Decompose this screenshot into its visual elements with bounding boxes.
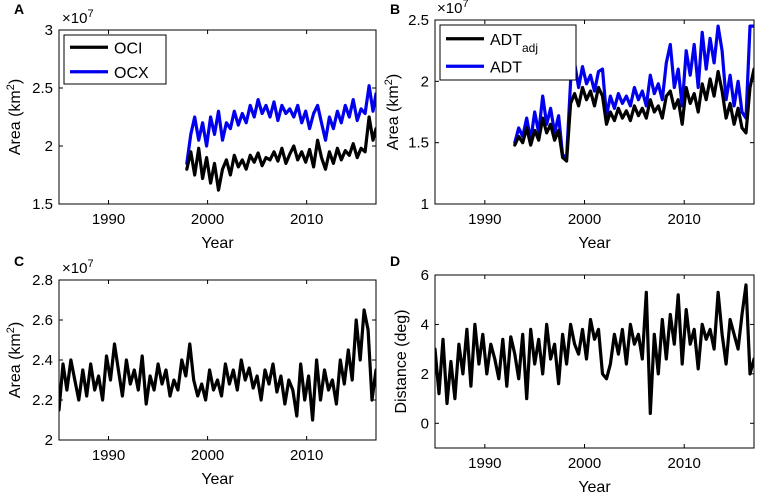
panel-d-series-group [435, 283, 754, 415]
panel-b-ylabel: Area (km2) [383, 74, 402, 150]
panel-d-ylabel: Distance (deg) [393, 309, 410, 413]
panel-b-ylabel-main: Area (km [385, 85, 402, 150]
panel-c-ylabel-close: ) [7, 322, 24, 327]
panel-d-ytick-label: 4 [421, 316, 429, 333]
panel-b-axes-frame [434, 19, 755, 205]
panel-a-legend-label-1-main: OCI [114, 40, 142, 57]
panel-a-legend-label-2: OCX [114, 65, 149, 82]
panel-b-multiplier: ×107 [437, 0, 469, 17]
panel-a-xtick-label: 2000 [191, 211, 224, 228]
panel-a-xtick-label: 2010 [290, 211, 323, 228]
panel-a-multiplier: ×107 [62, 8, 94, 27]
panel-b-legend-label-1-sub: adj [522, 41, 538, 55]
panel-a-ylabel-close: ) [7, 79, 24, 84]
panel-a-legend-label-1: OCI [114, 40, 142, 57]
panel-a-ytick-label: 3 [45, 22, 53, 39]
panel-a-series-1-line [185, 115, 376, 192]
panel-c-ytick-label: 2.8 [32, 272, 53, 289]
panel-c-ylabel: Area (km2) [5, 322, 24, 398]
panel-c-ylabel-main: Area (km [7, 333, 24, 398]
panel-d-series-1-line [435, 283, 754, 415]
panel-a-multiplier-exp: 7 [87, 8, 93, 20]
panel-d-xtick-label: 2000 [568, 455, 601, 472]
panel-d-ytick-label: 2 [421, 366, 429, 383]
panel-a-ytick-label: 1.5 [32, 196, 53, 213]
panel-a-legend-box [63, 34, 167, 85]
panel-b-legend-label-1-main: ADT [490, 32, 522, 49]
panel-c-ylabel-sup: 2 [5, 327, 17, 333]
panel-b-multiplier-base: ×10 [437, 0, 462, 17]
panel-a-multiplier-base: ×10 [62, 10, 87, 27]
panel-b-legend-label-2: ADT [490, 59, 522, 76]
panel-b-legend-label-2-main: ADT [490, 59, 522, 76]
panel-c-xtick-label: 2000 [191, 447, 224, 464]
panel-a-legend-label-2-main: OCX [114, 65, 149, 82]
panel-a-axes-frame [58, 29, 377, 205]
panel-d-ylabel-main: Distance (deg) [393, 309, 410, 413]
panel-a-ytick-label: 2 [45, 138, 53, 155]
panel-c-xtick-label: 1990 [92, 447, 125, 464]
panel-a-ylabel: Area (km2) [5, 79, 24, 155]
panel-c-series-1-line [59, 308, 376, 422]
panel-a-ytick-label: 2.5 [32, 80, 53, 97]
panel-b-legend-label-1: ADTadj [490, 32, 538, 55]
panel-a-xlabel: Year [201, 235, 234, 252]
panel-b-series-2-line [513, 24, 754, 159]
panel-a-series-group [185, 84, 376, 192]
panel-d-letter: D [390, 253, 400, 269]
panel-b-series-group [513, 24, 754, 163]
panel-b-ytick-label: 2.5 [408, 12, 429, 29]
panel-a-letter: A [14, 1, 24, 17]
panel-d-ytick-label: 0 [421, 415, 429, 432]
panel-b-ytick-label: 2 [421, 73, 429, 90]
panel-a-series-2-line [185, 84, 376, 165]
panel-b-multiplier-exp: 7 [462, 0, 468, 10]
panel-c-xtick-label: 2010 [290, 447, 323, 464]
panel-c-series-group [59, 308, 376, 422]
panel-c-letter: C [14, 253, 24, 269]
panel-b-xtick-label: 2010 [668, 211, 701, 228]
panel-a-xtick-label: 1990 [92, 211, 125, 228]
panel-d-xlabel: Year [578, 479, 611, 496]
panel-c-xlabel: Year [201, 471, 234, 488]
panel-c-ytick-label: 2.4 [32, 352, 53, 369]
panel-d: 1990 2000 2010 0 2 4 6 Year Distance (deg) D [390, 253, 755, 496]
panel-d-xtick-label: 2010 [668, 455, 701, 472]
panel-d-axes-frame [434, 274, 755, 449]
panel-c-ytick-label: 2 [45, 432, 53, 449]
panel-b-ylabel-sup: 2 [383, 79, 395, 85]
panel-b-series-1-line [513, 67, 754, 163]
panel-a-ylabel-main: Area (km [7, 90, 24, 155]
panel-b-ytick-label: 1 [421, 196, 429, 213]
panel-c-multiplier-base: ×10 [62, 260, 87, 277]
panel-d-ytick-label: 6 [421, 267, 429, 284]
panel-b-ylabel-close: ) [385, 74, 402, 79]
panel-c-multiplier: ×107 [62, 258, 94, 277]
panel-a-legend: OCI OCX [63, 34, 167, 85]
panel-b-xlabel: Year [578, 235, 611, 252]
panel-b-legend-box [439, 24, 577, 81]
panel-b-xtick-label: 2000 [568, 211, 601, 228]
panel-b-ytick-label: 1.5 [408, 135, 429, 152]
panel-b-letter: B [390, 1, 400, 17]
panel-c-ytick-label: 2.6 [32, 312, 53, 329]
panel-b-xtick-label: 1990 [468, 211, 501, 228]
panel-d-xtick-label: 1990 [468, 455, 501, 472]
panel-a-ylabel-sup: 2 [5, 84, 17, 90]
panel-c-ytick-label: 2.2 [32, 392, 53, 409]
panel-c-multiplier-exp: 7 [87, 258, 93, 270]
